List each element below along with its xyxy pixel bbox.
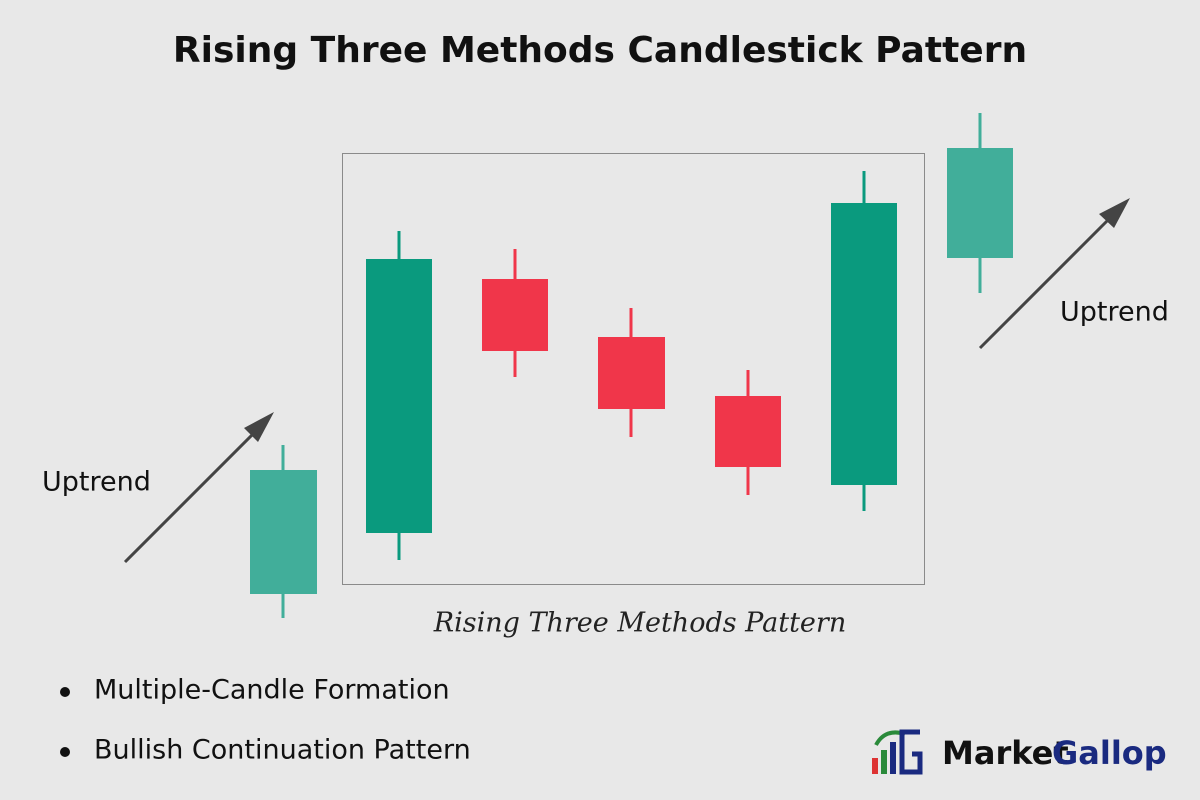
logo-word: Market — [942, 734, 1069, 772]
uptrend-label: Uptrend — [1060, 297, 1169, 328]
pattern-box — [342, 153, 925, 585]
logo-bar — [881, 750, 887, 774]
candle — [598, 337, 665, 409]
arrow-line — [978, 213, 1115, 350]
bullet-dot — [60, 747, 70, 757]
logo-bar — [890, 742, 896, 774]
candle — [366, 259, 432, 533]
candle — [250, 470, 317, 594]
pattern-caption: Rising Three Methods Pattern — [433, 608, 846, 639]
candle — [715, 396, 781, 467]
candles — [250, 113, 1013, 618]
arrow-head — [1099, 198, 1130, 228]
bullet-text: Bullish Continuation Pattern — [94, 735, 471, 766]
uptrend-label: Uptrend — [42, 467, 151, 498]
arrow-head — [244, 412, 274, 442]
logo-g — [899, 729, 923, 775]
title: Rising Three Methods Candlestick Pattern — [173, 30, 1027, 71]
logo: Market Gallop — [872, 729, 1167, 775]
candle — [947, 148, 1013, 258]
candle — [482, 279, 548, 351]
arrow-line — [123, 427, 260, 564]
arrows — [123, 198, 1130, 564]
bullet-text: Multiple-Candle Formation — [94, 675, 450, 706]
logo-bar — [872, 758, 878, 774]
candle — [831, 203, 897, 485]
bullet-dot — [60, 687, 70, 697]
logo-word: Gallop — [1052, 734, 1167, 772]
